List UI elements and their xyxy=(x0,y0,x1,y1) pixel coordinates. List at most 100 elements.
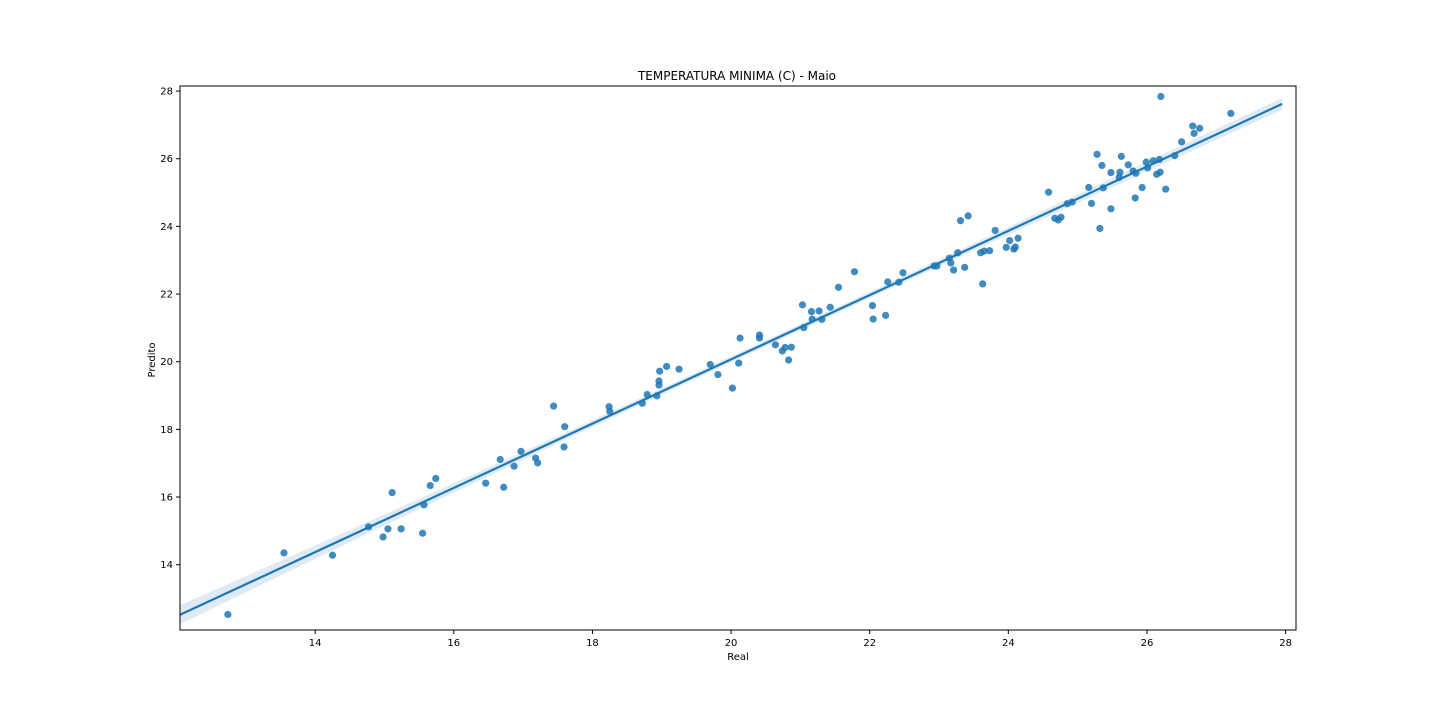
y-axis-label: Predito xyxy=(147,342,158,377)
scatter-point xyxy=(755,334,764,342)
scatter-point xyxy=(1117,152,1125,160)
scatter-point xyxy=(1014,234,1022,242)
x-axis-ticks: 14 16 18 20 22 24 26 28 xyxy=(309,630,1292,649)
scatter-point xyxy=(561,423,569,431)
scatter-point xyxy=(1002,243,1010,251)
scatter-point xyxy=(815,307,823,315)
chart-title: TEMPERATURA MINIMA (C) - Maio xyxy=(637,69,836,83)
x-tick-label: 20 xyxy=(725,638,738,649)
scatter-point xyxy=(1138,183,1146,192)
scatter-point xyxy=(826,303,834,311)
scatter-point xyxy=(956,217,965,225)
scatter-point xyxy=(834,283,843,291)
scatter-points xyxy=(224,92,1235,619)
scatter-point xyxy=(961,263,969,271)
scatter-point xyxy=(728,384,737,392)
scatter-point xyxy=(1189,122,1197,130)
scatter-point xyxy=(869,315,877,323)
scatter-point xyxy=(807,308,816,316)
scatter-point xyxy=(1011,243,1019,251)
scatter-point xyxy=(1044,188,1053,196)
x-tick-label: 26 xyxy=(1141,638,1154,649)
plot-area-frame xyxy=(179,85,1297,631)
scatter-point xyxy=(517,447,525,455)
y-tick-label: 26 xyxy=(160,154,173,165)
scatter-point xyxy=(771,341,780,349)
scatter-point xyxy=(1124,161,1132,169)
x-tick-label: 14 xyxy=(309,638,322,649)
scatter-point xyxy=(534,459,542,467)
scatter-point xyxy=(655,377,663,385)
scatter-point xyxy=(1196,124,1204,132)
x-tick-label: 16 xyxy=(447,638,460,649)
scatter-point xyxy=(1156,168,1164,176)
scatter-point xyxy=(426,481,434,490)
scatter-point xyxy=(1142,158,1150,166)
x-axis-label: Real xyxy=(727,652,749,663)
scatter-point xyxy=(606,407,614,416)
scatter-point xyxy=(663,362,671,371)
scatter-point xyxy=(964,212,972,220)
scatter-point xyxy=(949,266,958,274)
scatter-point xyxy=(1087,199,1096,207)
scatter-point xyxy=(991,226,999,235)
scatter-point xyxy=(850,268,859,276)
scatter-point xyxy=(1096,224,1104,233)
scatter-point xyxy=(224,610,232,619)
scatter-point xyxy=(1107,169,1115,177)
scatter-point xyxy=(1006,237,1014,245)
scatter-point xyxy=(482,479,490,487)
scatter-point xyxy=(986,247,994,255)
scatter-point xyxy=(868,301,877,310)
x-tick-label: 22 xyxy=(863,638,876,649)
confidence-band xyxy=(180,97,1283,625)
scatter-point xyxy=(787,343,795,351)
scatter-point xyxy=(1093,150,1101,158)
y-tick-label: 20 xyxy=(160,357,173,368)
scatter-point xyxy=(419,529,427,537)
scatter-point xyxy=(1131,194,1139,202)
scatter-point xyxy=(280,549,288,557)
scatter-point xyxy=(1098,161,1106,170)
scatter-point xyxy=(397,525,405,533)
scatter-point xyxy=(1190,129,1198,137)
y-axis-ticks: 14 16 18 20 22 24 26 28 xyxy=(160,87,180,571)
scatter-point xyxy=(510,462,518,470)
scatter-point xyxy=(1157,92,1165,101)
scatter-point xyxy=(798,301,807,309)
x-tick-label: 24 xyxy=(1002,638,1015,649)
scatter-point xyxy=(1057,213,1065,221)
scatter-point xyxy=(432,474,440,483)
y-tick-label: 24 xyxy=(160,222,173,233)
scatter-point xyxy=(736,334,744,342)
scatter-point xyxy=(1162,185,1170,193)
scatter-point xyxy=(500,483,508,491)
scatter-point xyxy=(785,356,793,364)
y-tick-label: 18 xyxy=(160,425,173,436)
scatter-point xyxy=(384,525,392,533)
regression-confidence-band xyxy=(180,97,1283,625)
scatter-point xyxy=(979,280,987,288)
regression-line xyxy=(179,102,1283,616)
scatter-point xyxy=(550,402,558,410)
scatter-point xyxy=(379,533,387,541)
y-tick-label: 16 xyxy=(160,493,173,504)
scatter-point xyxy=(706,360,714,369)
y-tick-label: 28 xyxy=(160,87,173,98)
scatter-point xyxy=(781,343,789,352)
y-tick-label: 22 xyxy=(160,290,173,301)
scatter-point xyxy=(884,278,892,286)
scatter-point xyxy=(1227,109,1235,118)
scatter-point xyxy=(947,259,955,267)
scatter-point xyxy=(496,455,504,464)
scatter-point xyxy=(735,359,743,367)
scatter-point xyxy=(899,269,907,277)
scatter-point xyxy=(656,367,664,375)
scatter-point xyxy=(980,247,988,255)
scatter-point xyxy=(560,443,568,451)
scatter-point xyxy=(328,551,337,559)
scatter-point xyxy=(1178,138,1186,146)
scatter-point xyxy=(388,489,396,497)
scatter-point xyxy=(675,365,683,373)
